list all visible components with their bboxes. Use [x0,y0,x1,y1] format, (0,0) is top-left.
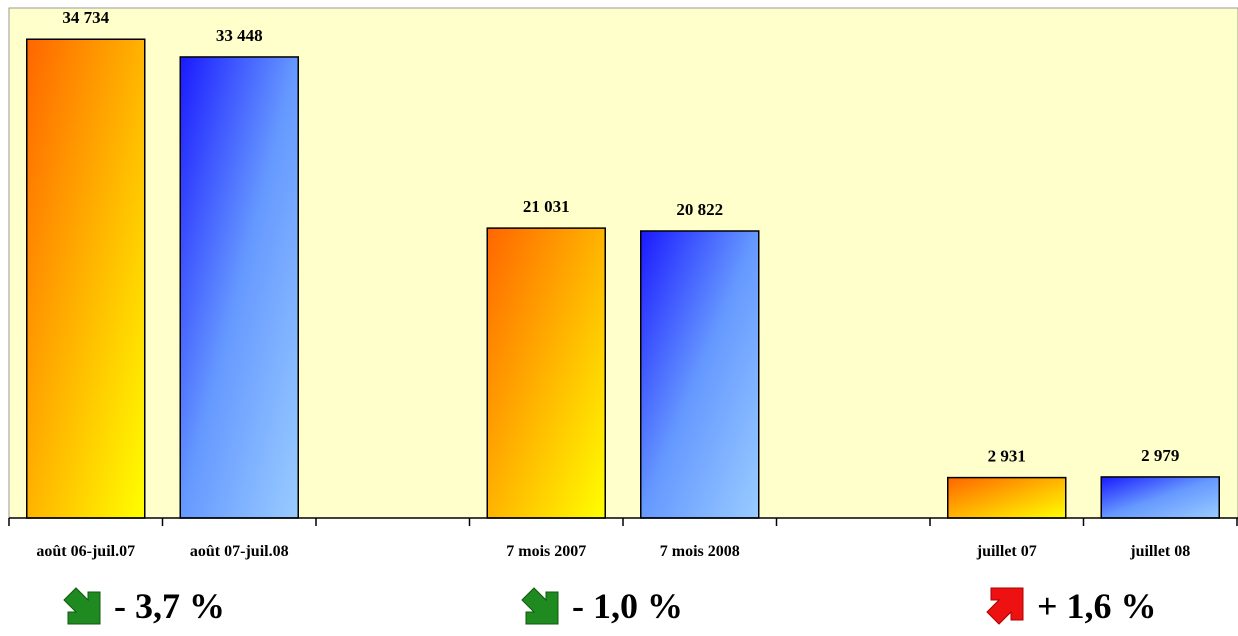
bar [1100,476,1220,519]
category-label: août 07-juil.08 [190,543,289,560]
arrow-up-right-icon [986,587,1024,625]
arrow-down-right-icon [63,587,101,625]
bar [947,476,1067,519]
bar [486,227,606,519]
change-indicators: - 3,7 % - 1,0 % + 1,6 % [0,585,1238,635]
bar-value-label: 33 448 [216,26,263,45]
arrow-down-right-icon [521,587,559,625]
bar-value-label: 2 979 [1141,446,1179,465]
change-indicator-1: - 3,7 % [62,585,225,627]
bar [179,56,299,519]
bar [26,38,146,519]
change-value: + 1,6 % [1037,586,1157,626]
change-value: - 1,0 % [572,586,683,626]
bar-value-label: 21 031 [523,197,570,216]
change-indicator-2: - 1,0 % [520,585,683,627]
category-label: 7 mois 2008 [660,543,740,560]
bar-value-label: 20 822 [676,200,723,219]
category-label: 7 mois 2007 [506,543,586,560]
change-value: - 3,7 % [114,586,225,626]
bar-chart: 34 734 33 448 21 031 20 822 2 931 2 979 août … [8,7,1238,560]
bar-value-label: 2 931 [988,447,1026,466]
bar [640,230,760,519]
category-label: juillet 08 [1129,543,1190,560]
bar-value-label: 34 734 [62,8,109,27]
category-label: août 06-juil.07 [36,543,135,560]
change-indicator-3: + 1,6 % [985,585,1157,627]
category-label: juillet 07 [976,543,1037,560]
